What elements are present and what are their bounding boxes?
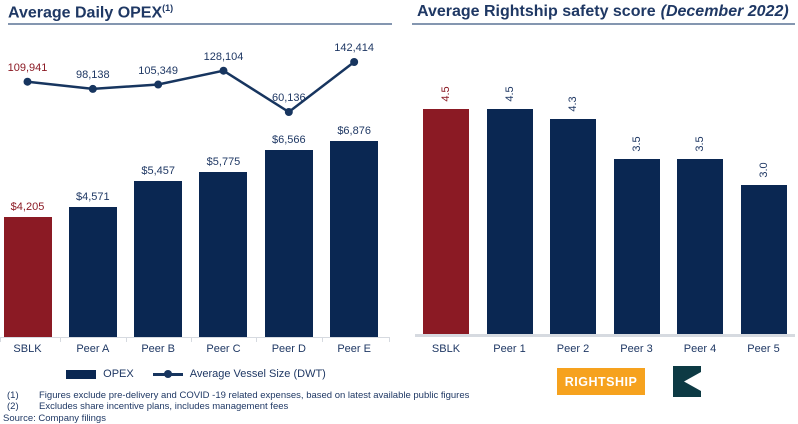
dwt-legend-label: Average Vessel Size (DWT)	[189, 368, 326, 380]
dwt-value-peer-a: 98,138	[76, 68, 110, 81]
safety-bar-peer-3	[613, 159, 660, 336]
opex-chart-panel: Average Daily OPEX(1) $4,205 SBLK $4,571 Pe…	[0, 3, 469, 424]
safety-x-label-sblk: SBLK	[431, 343, 461, 355]
safety-x-label-peer-1: Peer 1	[493, 343, 526, 355]
opex-axis-tick	[190, 337, 192, 342]
safety-bar-peer-1	[486, 109, 533, 336]
opex-axis-tick	[125, 337, 127, 342]
opex-bar-peer-d	[264, 149, 313, 337]
opex-x-label-peer-b: Peer B	[141, 343, 175, 355]
dwt-point-peer-b	[154, 80, 163, 89]
safety-bar-value-peer-1: 4.5	[503, 86, 516, 102]
opex-legend: OPEX Average Vessel Size (DWT)	[0, 368, 392, 380]
dwt-point-peer-e	[350, 58, 359, 66]
opex-chart-title: Average Daily OPEX(1)	[8, 3, 173, 22]
dwt-value-peer-c: 128,104	[203, 50, 244, 63]
opex-bar-value-peer-a: $4,571	[76, 190, 110, 203]
safety-x-label-peer-2: Peer 2	[556, 343, 590, 355]
opex-axis-tick	[256, 337, 258, 342]
title-underline	[412, 23, 795, 25]
opex-bar-peer-a	[68, 206, 117, 337]
dwt-point-peer-c	[219, 66, 228, 75]
safety-plot-area: 4.5 SBLK 4.5 Peer 1 4.3 Peer 2 3.5 Peer 3 3.5 Pee…	[412, 0, 798, 424]
safety-chart-panel: Average Rightship safety score (December …	[412, 0, 798, 424]
footnote-2-ref: (2)	[7, 401, 19, 412]
opex-title-text: Average Daily OPEX	[8, 4, 163, 22]
opex-axis-tick	[321, 337, 323, 342]
opex-x-label-peer-c: Peer C	[206, 343, 241, 355]
footnote-1-text: Figures exclude pre-delivery and COVID -…	[39, 390, 470, 401]
source-note: Source: Company filings	[3, 412, 106, 424]
safety-chart-title: Average Rightship safety score (December …	[417, 3, 789, 21]
safety-bar-value-peer-2: 4.3	[567, 96, 579, 112]
opex-bar-value-peer-b: $5,457	[141, 165, 175, 178]
dwt-point-peer-d	[284, 108, 293, 116]
opex-x-label-peer-a: Peer A	[76, 343, 110, 355]
opex-bar-value-peer-c: $5,775	[206, 156, 241, 169]
dwt-legend-marker	[152, 370, 183, 378]
safety-axis-line	[415, 334, 795, 337]
safety-bar-peer-2	[550, 119, 596, 336]
safety-title-subtitle: (December 2022)	[660, 3, 789, 20]
safety-bar-value-peer-4: 3.5	[694, 136, 706, 153]
opex-bar-value-peer-e: $6,876	[337, 125, 371, 137]
footnote-2-text: Excludes share incentive plans, includes…	[39, 401, 289, 412]
opex-bar-peer-e	[330, 141, 379, 337]
opex-bar-value-peer-d: $6,566	[271, 133, 306, 146]
safety-bar-value-peer-5: 3.0	[757, 162, 770, 178]
opex-x-label-sblk: SBLK	[13, 343, 42, 355]
safety-bar-value-peer-3: 3.5	[630, 136, 643, 153]
opex-axis-tick	[0, 337, 1, 342]
opex-bar-value-sblk: $4,205	[10, 201, 45, 214]
footnote-1: (1) Figures exclude pre-delivery and COV…	[0, 390, 469, 401]
opex-legend-label: OPEX	[103, 368, 134, 380]
dwt-legend-dot-icon	[163, 370, 172, 378]
footnotes: (1) Figures exclude pre-delivery and COV…	[0, 390, 469, 424]
footnote-2: (2) Excludes share incentive plans, incl…	[0, 401, 400, 412]
opex-x-label-peer-e: Peer E	[337, 343, 371, 355]
safety-bar-sblk	[423, 109, 469, 336]
safety-bar-value-sblk: 4.5	[440, 86, 452, 102]
footnote-1-ref: (1)	[7, 390, 19, 401]
safety-bar-peer-4	[677, 159, 723, 336]
opex-x-label-peer-d: Peer D	[271, 343, 306, 355]
safety-bar-peer-5	[740, 184, 787, 336]
dwt-value-peer-b: 105,349	[138, 64, 179, 77]
opex-axis-line	[0, 337, 390, 338]
safety-x-label-peer-5: Peer 5	[747, 343, 780, 355]
dwt-value-peer-d: 60,136	[271, 92, 306, 104]
opex-legend-swatch	[66, 369, 97, 379]
opex-title-footnote-ref: (1)	[162, 3, 174, 13]
dwt-value-peer-e: 142,414	[334, 42, 375, 54]
opex-axis-tick	[389, 337, 390, 342]
safety-title-text: Average Rightship safety score	[417, 3, 656, 20]
opex-plot-area: $4,205 SBLK $4,571 Peer A $5,457 Peer B $5,775…	[0, 42, 390, 355]
opex-bar-sblk	[3, 217, 52, 337]
dwt-point-sblk	[23, 77, 32, 86]
safety-x-label-peer-3: Peer 3	[620, 343, 653, 355]
title-underline	[8, 23, 392, 25]
rightship-flag-mark-icon	[673, 366, 701, 397]
rightship-logo: RIGHTSHIP	[557, 368, 645, 395]
safety-x-label-peer-4: Peer 4	[683, 343, 717, 355]
opex-bar-peer-c	[199, 172, 248, 337]
opex-axis-tick	[60, 337, 62, 342]
opex-bar-peer-b	[134, 181, 183, 337]
dwt-value-sblk: 109,941	[7, 61, 48, 74]
dwt-point-peer-a	[88, 84, 97, 93]
